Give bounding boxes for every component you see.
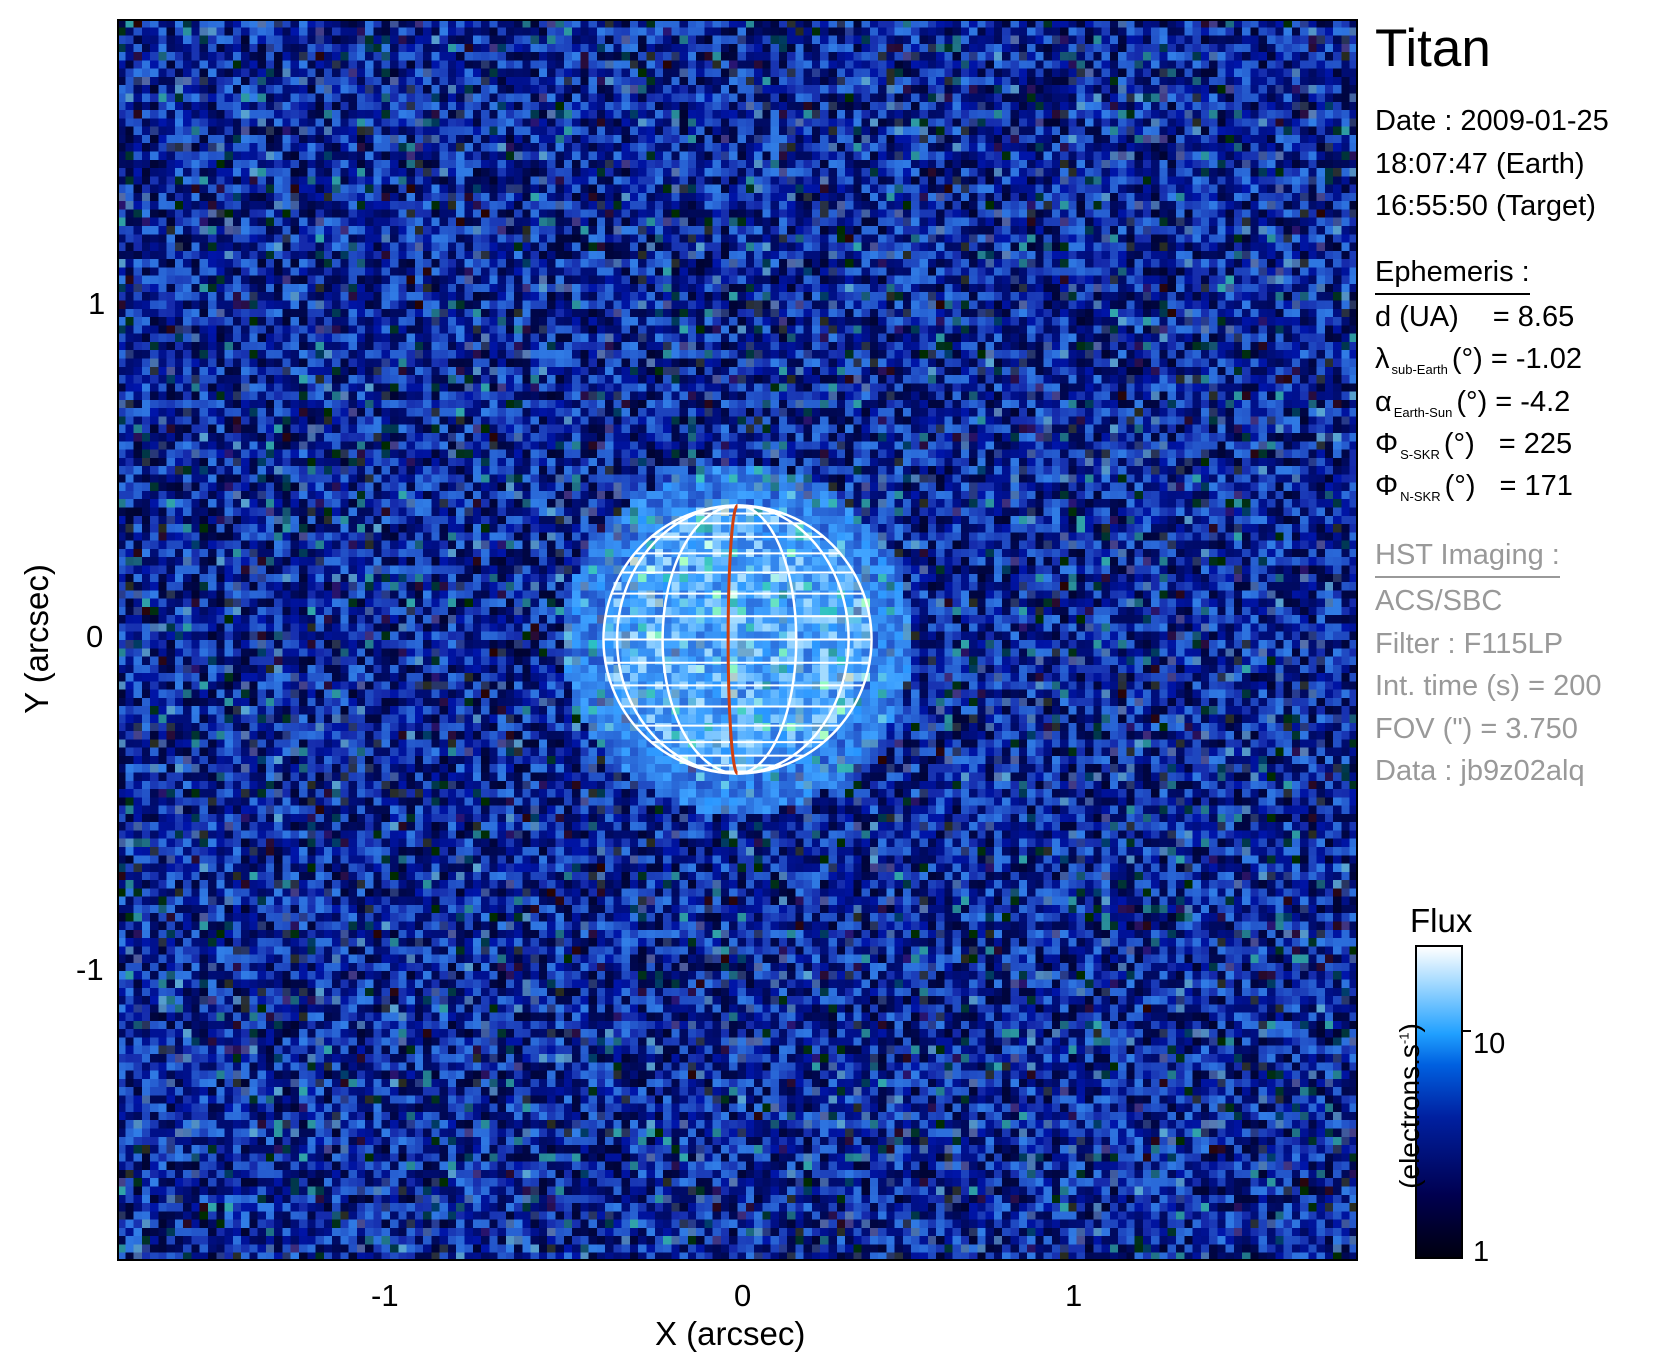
- colorbar-label: (electrons.s-1): [1394, 996, 1426, 1216]
- titan-globe-grid: [602, 503, 873, 776]
- x-axis-label: X (arcsec): [655, 1315, 806, 1352]
- imaging-header: HST Imaging :: [1375, 541, 1560, 578]
- longitude-meridian: [615, 504, 738, 775]
- ephem-subscript: Earth-Sun: [1393, 405, 1453, 420]
- central-meridian: [726, 503, 739, 776]
- imaging-int-time: Int. time (s) = 200: [1375, 670, 1602, 702]
- ephem-value: = -1.02: [1490, 343, 1582, 375]
- ephem-value: = -4.2: [1495, 386, 1571, 418]
- colorbar-title: Flux: [1410, 902, 1473, 939]
- ephem-unit: (°): [1456, 386, 1488, 418]
- y-tick: 1: [88, 286, 106, 321]
- ephem-unit: (°): [1444, 470, 1476, 502]
- ephem-symbol: λ: [1375, 343, 1390, 375]
- date-line: Date : 2009-01-25: [1375, 105, 1609, 137]
- colorbar-tick-mark: [1463, 1030, 1471, 1032]
- target-title: Titan: [1375, 19, 1491, 78]
- ephem-subscript: sub-Earth: [1391, 362, 1448, 377]
- ephem-unit: (°): [1443, 428, 1475, 460]
- ephemeris-n-skr-phase: Φ N-SKR (°) = 171: [1375, 470, 1573, 504]
- x-tick: 1: [1065, 1278, 1083, 1313]
- ephemeris-phase-angle: α Earth-Sun (°) = -4.2: [1375, 386, 1571, 420]
- x-tick: -1: [371, 1278, 399, 1313]
- globe-overlay: [117, 19, 1358, 1261]
- colorbar-label-close: ): [1394, 1023, 1425, 1033]
- ephem-value: = 171: [1499, 470, 1573, 502]
- colorbar-tick: 1: [1473, 1236, 1490, 1268]
- ephem-symbol: Φ: [1375, 470, 1399, 502]
- y-tick: -1: [76, 952, 104, 987]
- ephemeris-sub-earth-longitude: λ sub-Earth (°) = -1.02: [1375, 343, 1582, 377]
- earth-time: 18:07:47 (Earth): [1375, 148, 1585, 180]
- ephemeris-s-skr-phase: Φ S-SKR (°) = 225: [1375, 428, 1573, 462]
- ephem-unit: (°): [1451, 343, 1483, 375]
- ephem-symbol: d (UA): [1375, 301, 1459, 333]
- colorbar-label-text: (electrons.s: [1394, 1044, 1425, 1189]
- imaging-fov: FOV (") = 3.750: [1375, 713, 1578, 745]
- ephem-subscript: N-SKR: [1400, 489, 1441, 504]
- image-plot: [117, 19, 1358, 1261]
- ephemeris-distance: d (UA) = 8.65: [1375, 303, 1574, 332]
- longitude-meridian: [661, 504, 738, 775]
- longitude-meridian: [737, 504, 850, 775]
- ephem-value: = 225: [1498, 428, 1573, 460]
- target-time: 16:55:50 (Target): [1375, 190, 1596, 222]
- ephemeris-header: Ephemeris :: [1375, 258, 1530, 295]
- y-axis-label: Y (arcsec): [18, 564, 55, 714]
- imaging-data-id: Data : jb9z02alq: [1375, 755, 1585, 787]
- imaging-filter: Filter : F115LP: [1375, 628, 1564, 660]
- y-tick: 0: [86, 619, 104, 654]
- imaging-instrument: ACS/SBC: [1375, 585, 1503, 617]
- plot-frame: [117, 19, 1358, 1261]
- x-tick: 0: [734, 1278, 752, 1313]
- colorbar-tick: 10: [1473, 1028, 1506, 1060]
- longitude-meridian: [737, 504, 798, 775]
- ephem-subscript: S-SKR: [1400, 447, 1440, 462]
- colorbar: [1415, 945, 1463, 1259]
- ephem-symbol: Φ: [1375, 428, 1399, 460]
- colorbar-label-sup: -1: [1396, 1032, 1412, 1045]
- ephem-value: = 8.65: [1492, 301, 1575, 333]
- ephem-symbol: α: [1375, 386, 1392, 418]
